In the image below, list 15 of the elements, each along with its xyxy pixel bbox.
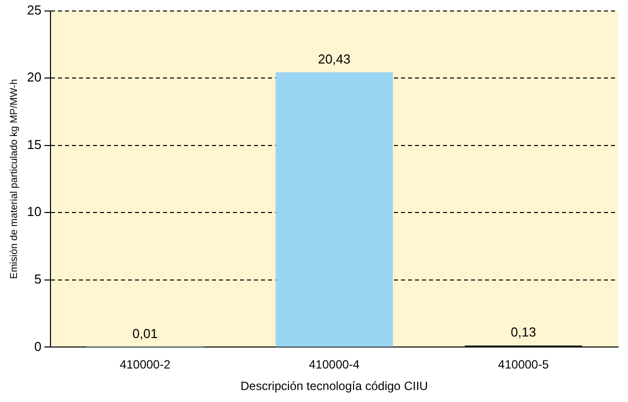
y-tick-label: 20 xyxy=(26,70,42,85)
y-axis-title: Emisión de material particulado kg MP/MW-h xyxy=(8,79,20,279)
y-tick-label: 0 xyxy=(34,338,42,354)
data-label: 0,13 xyxy=(510,324,536,340)
data-label: 20,43 xyxy=(318,51,351,66)
y-tick-label: 5 xyxy=(34,272,42,286)
y-tick-label: 15 xyxy=(26,136,42,152)
x-tick-label: 410000-2 xyxy=(120,358,171,372)
y-tick-label: 10 xyxy=(26,204,42,220)
x-axis-title: Descripción tecnología código CIIU xyxy=(240,379,428,394)
x-tick-label: 410000-4 xyxy=(308,358,360,372)
data-label: 0,01 xyxy=(132,326,158,342)
bar xyxy=(276,72,393,347)
x-tick-label: 410000-5 xyxy=(498,358,550,372)
y-tick-label: 25 xyxy=(26,2,42,18)
